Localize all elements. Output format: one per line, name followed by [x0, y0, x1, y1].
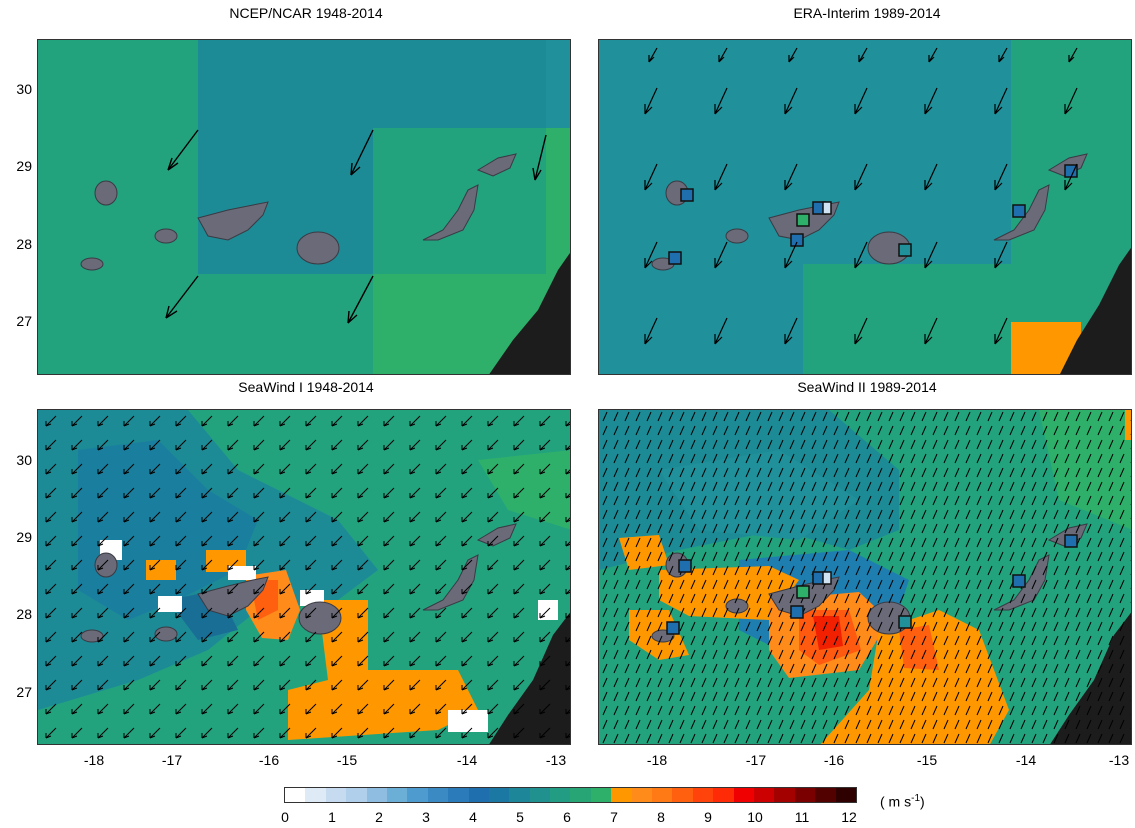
- colorbar-segment: [530, 788, 550, 802]
- y-tick-30-top: 30: [4, 81, 32, 97]
- colorbar-segment: [326, 788, 346, 802]
- colorbar-segment: [570, 788, 590, 802]
- y-tick-30-bottom: 30: [4, 452, 32, 468]
- colorbar-segment: [550, 788, 570, 802]
- x-tick-left-m14: -14: [447, 752, 487, 768]
- colorbar: [284, 787, 857, 803]
- x-tick-right-m18: -18: [637, 752, 677, 768]
- colorbar-segment: [428, 788, 448, 802]
- colorbar-label-0: 0: [270, 809, 300, 825]
- panel-title-era: ERA-Interim 1989-2014: [597, 5, 1135, 21]
- colorbar-label-6: 6: [552, 809, 582, 825]
- colorbar-segment: [407, 788, 427, 802]
- x-tick-right-m17: -17: [736, 752, 776, 768]
- colorbar-segment: [489, 788, 509, 802]
- map-seawind2-svg: [599, 410, 1132, 745]
- unit-text: ( m s: [880, 794, 911, 810]
- colorbar-label-4: 4: [458, 809, 488, 825]
- map-panel-ncep: [37, 39, 571, 375]
- colorbar-segment: [367, 788, 387, 802]
- y-tick-29-top: 29: [4, 158, 32, 174]
- map-panel-seawind2: [598, 409, 1132, 745]
- colorbar-label-3: 3: [411, 809, 441, 825]
- colorbar-segment: [836, 788, 856, 802]
- colorbar-segment: [469, 788, 489, 802]
- colorbar-label-1: 1: [317, 809, 347, 825]
- colorbar-segment: [693, 788, 713, 802]
- map-panel-era: [598, 39, 1132, 375]
- x-tick-left-m15: -15: [327, 752, 367, 768]
- colorbar-segment: [815, 788, 835, 802]
- colorbar-segment: [346, 788, 366, 802]
- x-tick-right-m15: -15: [907, 752, 947, 768]
- unit-superscript: -1: [911, 793, 920, 804]
- map-panel-seawind1: [37, 409, 571, 745]
- colorbar-segment: [611, 788, 631, 802]
- colorbar-label-11: 11: [787, 809, 817, 825]
- colorbar-label-9: 9: [693, 809, 723, 825]
- unit-close: ): [920, 794, 925, 810]
- colorbar-segment: [305, 788, 325, 802]
- colorbar-segment: [285, 788, 305, 802]
- colorbar-label-10: 10: [740, 809, 770, 825]
- colorbar-segment: [713, 788, 733, 802]
- x-tick-left-m13: -13: [536, 752, 576, 768]
- x-tick-left-m16: -16: [249, 752, 289, 768]
- colorbar-label-8: 8: [646, 809, 676, 825]
- panel-title-seawind1: SeaWind I 1948-2014: [36, 379, 576, 395]
- y-tick-27-bottom: 27: [4, 684, 32, 700]
- x-tick-right-m16: -16: [814, 752, 854, 768]
- colorbar-unit: ( m s-1): [880, 793, 925, 810]
- x-tick-left-m18: -18: [74, 752, 114, 768]
- map-ncep-svg: [38, 40, 571, 375]
- colorbar-label-2: 2: [364, 809, 394, 825]
- colorbar-label-12: 12: [834, 809, 864, 825]
- y-tick-29-bottom: 29: [4, 529, 32, 545]
- colorbar-segment: [387, 788, 407, 802]
- colorbar-segment: [795, 788, 815, 802]
- y-tick-28-bottom: 28: [4, 606, 32, 622]
- map-era-svg: [599, 40, 1132, 375]
- x-tick-right-m13: -13: [1099, 752, 1135, 768]
- seawind2-wind-arrows: [599, 410, 1132, 745]
- colorbar-label-7: 7: [599, 809, 629, 825]
- map-seawind1-svg: [38, 410, 571, 745]
- y-tick-27-top: 27: [4, 313, 32, 329]
- colorbar-segment: [754, 788, 774, 802]
- panel-title-seawind2: SeaWind II 1989-2014: [597, 379, 1135, 395]
- x-tick-right-m14: -14: [1006, 752, 1046, 768]
- colorbar-segment: [591, 788, 611, 802]
- colorbar-segment: [448, 788, 468, 802]
- colorbar-segment: [652, 788, 672, 802]
- colorbar-segment: [734, 788, 754, 802]
- colorbar-segment: [774, 788, 794, 802]
- colorbar-segment: [632, 788, 652, 802]
- x-tick-left-m17: -17: [152, 752, 192, 768]
- panel-title-ncep: NCEP/NCAR 1948-2014: [36, 5, 576, 21]
- seawind1-wind-arrows: [38, 410, 571, 745]
- y-tick-28-top: 28: [4, 236, 32, 252]
- colorbar-segment: [672, 788, 692, 802]
- colorbar-segment: [509, 788, 529, 802]
- colorbar-label-5: 5: [505, 809, 535, 825]
